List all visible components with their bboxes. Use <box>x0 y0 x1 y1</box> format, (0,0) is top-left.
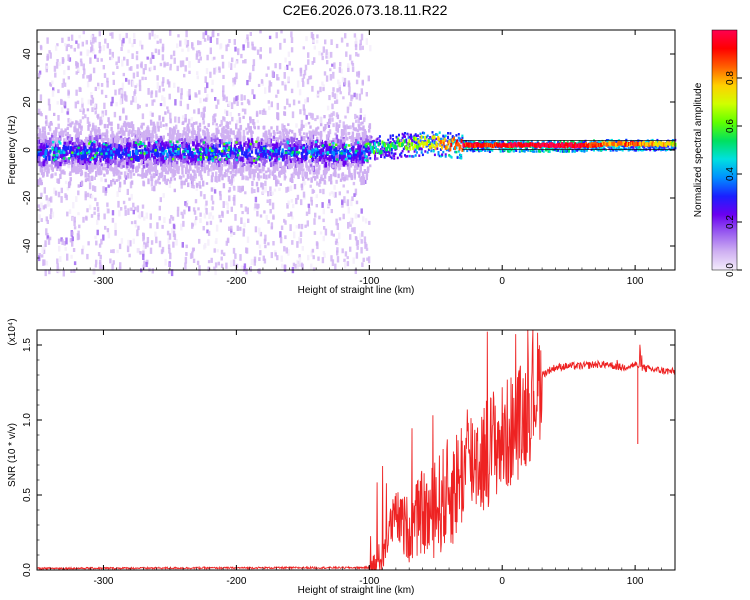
snr-x-tick-label: -300 <box>93 576 113 587</box>
snr-frame <box>36 329 676 571</box>
colorbar-tick-label: 0.2 <box>725 215 736 229</box>
snr-y-tick-label: 0.0 <box>22 563 33 577</box>
colorbar-tick-label: 0.6 <box>725 119 736 133</box>
snr-axes: -300 -200 -100 0 100 0.0 0.5 1.0 1.5 <box>22 330 676 587</box>
snr-x-tick-label: -100 <box>359 576 379 587</box>
colorbar-tick-label: 0.4 <box>725 167 736 181</box>
spectrogram-x-tick-label: -300 <box>93 276 113 287</box>
snr-x-tick-label: -200 <box>226 576 246 587</box>
spectrogram-y-tick-label: 40 <box>22 48 33 60</box>
spectrogram-x-tick-label: -100 <box>359 276 379 287</box>
snr-y-tick-label: 1.5 <box>22 338 33 352</box>
snr-panel: -300 -200 -100 0 100 0.0 0.5 1.0 1.5 (x10⁴) Heig… <box>7 318 676 596</box>
spectrogram-x-tick-label: -200 <box>226 276 246 287</box>
colorbar: 0.0 0.2 0.4 0.6 0.8 Normalized spectral ampl… <box>693 29 742 277</box>
snr-y-tick-label: 0.5 <box>22 488 33 502</box>
spectrogram-xlabel: Height of straight line (km) <box>298 285 415 296</box>
colorbar-gradient <box>711 29 738 271</box>
colorbar-axes: 0.0 0.2 0.4 0.6 0.8 <box>725 71 742 277</box>
colorbar-tick-label: 0.8 <box>725 71 736 85</box>
snr-y-tick-label: 1.0 <box>22 413 33 427</box>
colorbar-label: Normalized spectral amplitude <box>693 82 704 217</box>
snr-xlabel: Height of straight line (km) <box>298 585 415 596</box>
snr-x-tick-label: 100 <box>627 576 644 587</box>
spectrogram-x-tick-label: 0 <box>499 276 505 287</box>
snr-x-tick-label: 0 <box>499 576 505 587</box>
colorbar-tick-label: 0.0 <box>725 263 736 277</box>
spectrogram-y-tick-label: -20 <box>22 190 33 205</box>
spectrogram-image <box>37 30 677 277</box>
spectrogram-y-tick-label: 20 <box>22 96 33 108</box>
figure-title: C2E6.2026.073.18.11.R22 <box>283 2 448 18</box>
snr-ylabel: SNR (10 * v/v) <box>7 423 18 487</box>
spectrogram-ylabel: Frequency (Hz) <box>7 116 18 185</box>
spectrogram-x-tick-label: 100 <box>627 276 644 287</box>
spectrogram-y-tick-label: 0 <box>22 147 33 153</box>
snr-scale-label: (x10⁴) <box>7 318 18 345</box>
spectrogram-y-tick-label: -40 <box>22 238 33 253</box>
